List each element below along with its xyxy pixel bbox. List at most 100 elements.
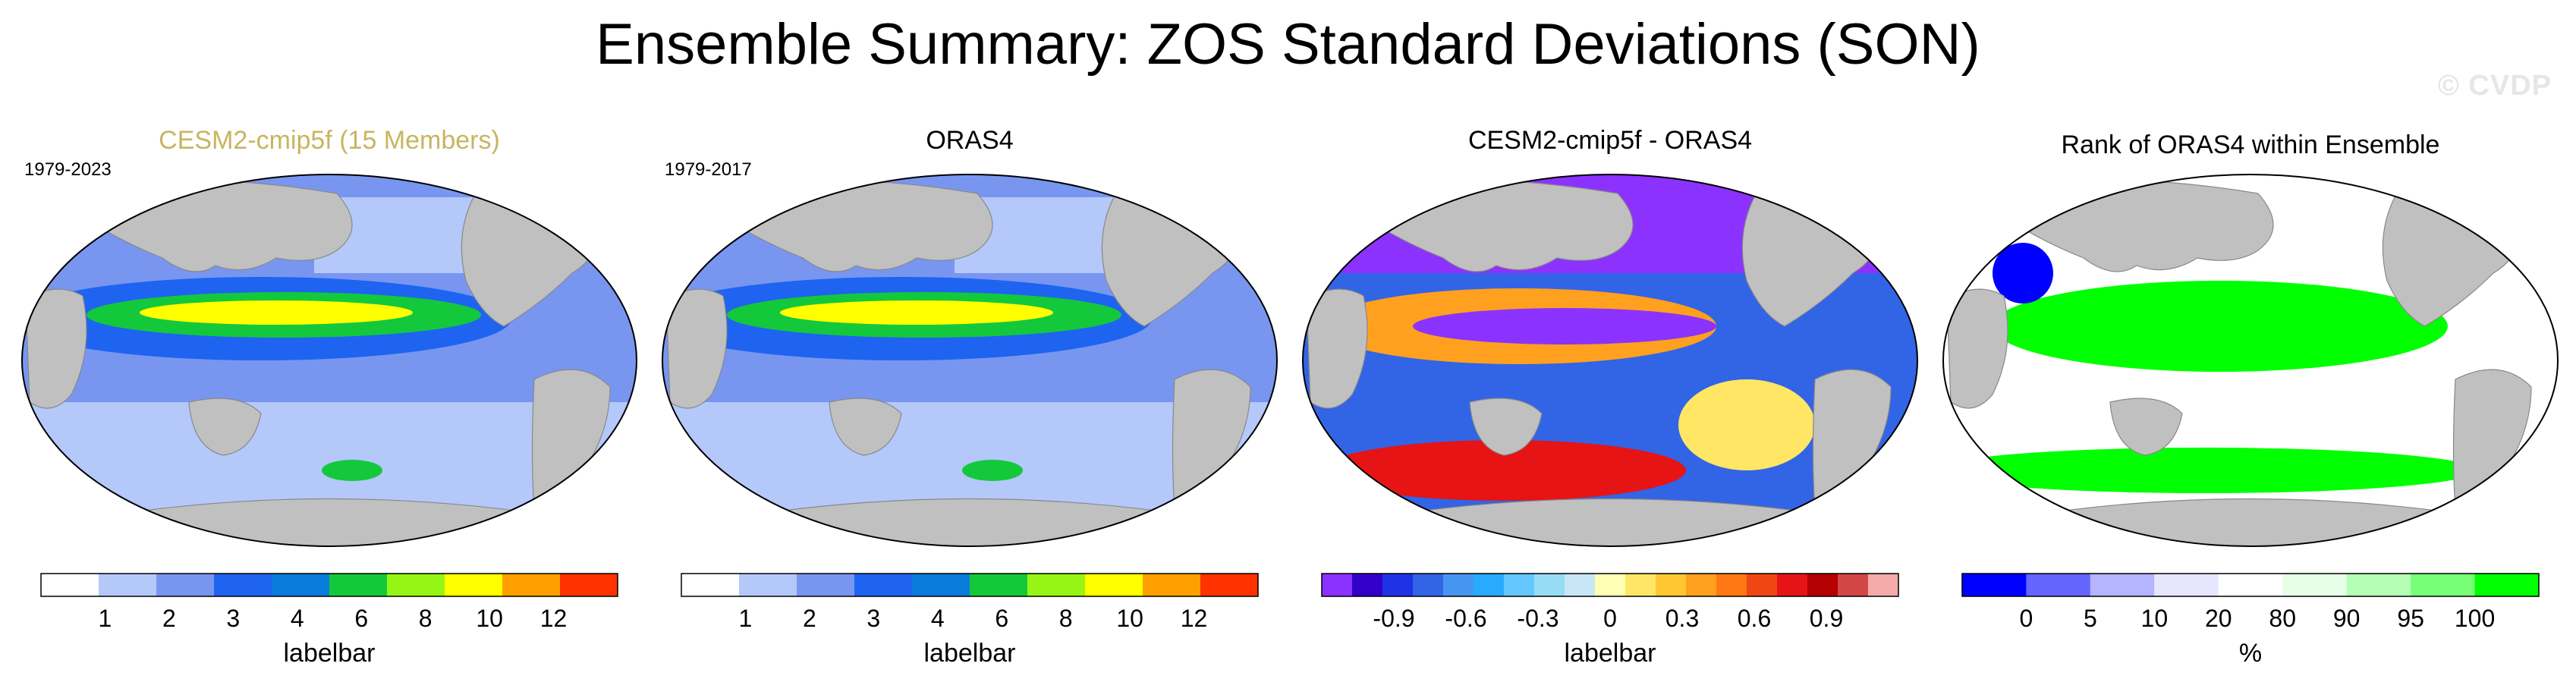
colorbar-tick-label: 10 <box>1116 605 1143 632</box>
colorbar-tick-label: 0.3 <box>1665 605 1699 632</box>
colorbar-swatch <box>681 574 739 596</box>
world-map <box>21 174 637 547</box>
colorbar-swatch <box>1962 574 2027 596</box>
southern-eddy <box>322 460 382 481</box>
colorbar-swatch <box>1200 574 1258 596</box>
southern-eddy <box>962 460 1023 481</box>
australia <box>188 398 262 456</box>
south-america <box>1172 369 1251 511</box>
colorbar-tick-label: 4 <box>931 605 945 632</box>
colorbar-tick-label: 0 <box>1603 605 1617 632</box>
australia <box>829 398 902 456</box>
colorbar: 1 2 3 4 6 8 10 12 labelbar <box>11 569 648 668</box>
map-outline <box>1302 174 1918 547</box>
colorbar: 1 2 3 4 6 8 10 12 labelbar <box>651 569 1288 668</box>
map-outline <box>1942 174 2559 547</box>
colorbar-tick-label: 2 <box>162 605 176 632</box>
africa <box>1946 288 2008 409</box>
colorbar-tick-label: 6 <box>995 605 1008 632</box>
colorbar-swatch <box>2411 574 2475 596</box>
colorbar-swatch <box>854 574 912 596</box>
colorbar-tick-label: 100 <box>2455 605 2495 632</box>
tropical-band <box>1993 281 2448 372</box>
colorbar-tick-label: 5 <box>2084 605 2097 632</box>
greenland <box>1250 185 1277 231</box>
colorbar-tick-label: 80 <box>2269 605 2296 632</box>
antarctica <box>1411 498 1810 546</box>
colorbar-tick-label: -0.6 <box>1445 605 1486 632</box>
colorbar-swatch <box>1686 574 1716 596</box>
colorbar-svg: 0 5 10 20 80 90 95 100 <box>1961 573 2540 632</box>
period-label: 1979-2017 <box>665 159 752 180</box>
equatorial-cool <box>1413 308 1716 344</box>
main-title: Ensemble Summary: ZOS Standard Deviation… <box>596 12 1980 77</box>
south-america <box>531 369 611 511</box>
colorbar-swatch <box>1352 574 1382 596</box>
colorbar-tick-label: 3 <box>867 605 880 632</box>
colorbar-swatch <box>2282 574 2347 596</box>
panel-title: CESM2-cmip5f - ORAS4 <box>1467 126 1753 155</box>
colorbar-swatch <box>1595 574 1625 596</box>
colorbar-swatch <box>1443 574 1474 596</box>
colorbar-swatch <box>970 574 1027 596</box>
colorbar-swatch <box>1868 574 1898 596</box>
australia <box>1469 398 1543 456</box>
colorbar-tick-label: 90 <box>2333 605 2361 632</box>
colorbar-tick-label: 20 <box>2205 605 2232 632</box>
colorbar-tick-label: 95 <box>2397 605 2424 632</box>
colorbar-label: labelbar <box>923 639 1016 668</box>
colorbar-swatch <box>1085 574 1143 596</box>
colorbar-tick-label: -0.9 <box>1373 605 1414 632</box>
colorbar-tick-label: 10 <box>476 605 503 632</box>
colorbar-tick-label: 6 <box>354 605 368 632</box>
colorbar-frame <box>1961 573 2540 597</box>
colorbar-swatch <box>1474 574 1504 596</box>
colorbar-label: labelbar <box>283 639 376 668</box>
antarctica <box>770 498 1169 546</box>
panel-title: CESM2-cmip5f (15 Members) <box>159 126 500 155</box>
equatorial-peak <box>140 300 413 325</box>
colorbar-swatch <box>1382 574 1413 596</box>
colorbar-swatch <box>445 574 502 596</box>
colorbar-tick-label: 1 <box>99 605 112 632</box>
panel-title: ORAS4 <box>926 126 1014 155</box>
panel-title: Rank of ORAS4 within Ensemble <box>2061 130 2440 159</box>
colorbar-tick-label: 10 <box>2141 605 2169 632</box>
colorbar-swatch <box>1747 574 1777 596</box>
colorbar-tick-label: 3 <box>226 605 240 632</box>
colorbar-svg: 1 2 3 4 6 8 10 12 <box>681 573 1259 632</box>
colorbar-swatch <box>1565 574 1595 596</box>
world-map <box>662 174 1278 547</box>
south-pacific-warm <box>1678 379 1815 470</box>
colorbar-tick-label: 8 <box>1059 605 1073 632</box>
australia <box>2109 398 2183 456</box>
world-map <box>1302 174 1918 547</box>
colorbar-tick-label: 8 <box>419 605 432 632</box>
colorbar-tick-label: 12 <box>1181 605 1208 632</box>
africa <box>25 288 87 409</box>
panel-difference: CESM2-cmip5f - ORAS4 -0.9 -0.6 -0.3 0 0.3 0.6… <box>1291 121 1929 668</box>
colorbar-frame <box>40 573 618 597</box>
colorbar-swatch <box>1807 574 1838 596</box>
colorbar-tick-label: 2 <box>803 605 816 632</box>
colorbar-swatch <box>502 574 560 596</box>
period-label: 1979-2023 <box>24 159 112 180</box>
africa <box>665 288 728 409</box>
map-outline <box>21 174 637 547</box>
antarctica <box>2051 498 2450 546</box>
colorbar-swatch <box>1413 574 1443 596</box>
south-america <box>2452 369 2532 511</box>
world-map <box>1942 174 2559 547</box>
colorbar-swatch <box>1625 574 1656 596</box>
colorbar-tick-label: 0 <box>2020 605 2033 632</box>
map-outline <box>662 174 1278 547</box>
colorbar-tick-label: 0.6 <box>1738 605 1771 632</box>
colorbar-swatch <box>1027 574 1085 596</box>
colorbar: 0 5 10 20 80 90 95 100 % <box>1932 569 2569 668</box>
greenland <box>1890 185 1917 231</box>
colorbar-label: labelbar <box>1564 639 1656 668</box>
colorbar-tick-label: 0.9 <box>1810 605 1843 632</box>
colorbar-frame <box>1321 573 1899 597</box>
colorbar-swatch <box>1777 574 1807 596</box>
colorbar-swatch <box>797 574 854 596</box>
